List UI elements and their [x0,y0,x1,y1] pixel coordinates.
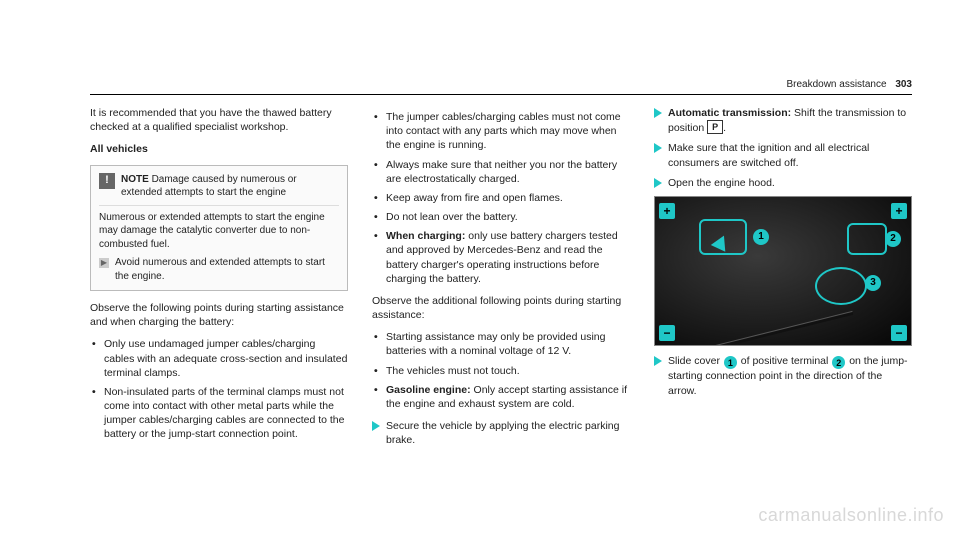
col1-bullets: Only use undamaged jumper cables/chargin… [90,337,348,441]
list-item: Gasoline engine: Only accept starting as… [372,383,630,411]
all-vehicles-heading: All vehicles [90,142,348,156]
inline-badge-1: 1 [724,356,737,369]
action-auto-transmission: Automatic transmission: Shift the transm… [654,106,912,135]
list-item: Keep away from fire and open flames. [372,191,630,205]
plus-icon: + [659,203,675,219]
intro-text: It is recommended that you have the thaw… [90,106,348,134]
action-open-hood: Open the engine hood. [654,176,912,190]
header-rule [90,94,912,95]
auto-trans-text-b: . [723,122,726,134]
header-section: Breakdown assistance [786,79,886,90]
engine-illustration: + + − − 1 2 3 [654,196,912,346]
caption-a: Slide cover [668,355,720,367]
note-icon: ! [99,173,115,189]
note-title-row: ! NOTE Damage caused by numerous or exte… [99,173,339,206]
note-box: ! NOTE Damage caused by numerous or exte… [90,165,348,292]
callout-badge-3: 3 [865,275,881,291]
action-ignition-off: Make sure that the ignition and all elec… [654,141,912,169]
gas-engine-label: Gasoline engine: [386,384,471,396]
header-page-number: 303 [895,79,912,90]
connector-outline [815,267,867,305]
page-header: Breakdown assistance 303 [786,78,912,92]
list-item: Do not lean over the battery. [372,210,630,224]
inline-badge-2: 2 [832,356,845,369]
list-item: Always make sure that neither you nor th… [372,158,630,186]
note-body: Numerous or extended attempts to start t… [99,211,339,252]
p-symbol: P [707,120,723,134]
watermark: carmanualsonline.info [758,503,944,527]
note-label: NOTE [121,174,149,185]
list-item: The vehicles must not touch. [372,364,630,378]
note-bullet-text: Avoid numerous and extended attempts to … [115,256,339,283]
caption-b: of positive terminal [741,355,829,367]
observe-intro: Observe the following points during star… [90,301,348,329]
plus-icon: + [891,203,907,219]
when-charging-label: When charging: [386,230,465,242]
column-3: Automatic transmission: Shift the transm… [654,106,912,453]
list-item: Starting assistance may only be provided… [372,330,630,358]
col2-bullets-1: The jumper cables/charging cables must n… [372,110,630,286]
note-bullet-icon: ▶ [99,258,109,268]
list-item: The jumper cables/charging cables must n… [372,110,630,153]
action-text: Make sure that the ignition and all elec… [668,142,869,168]
note-title-text: NOTE Damage caused by numerous or extend… [121,173,339,200]
column-2: The jumper cables/charging cables must n… [372,106,630,453]
note-bullet-row: ▶ Avoid numerous and extended attempts t… [99,256,339,283]
connector-outline [847,223,887,255]
list-item: Non-insulated parts of the terminal clam… [90,385,348,442]
minus-icon: − [891,325,907,341]
content-columns: It is recommended that you have the thaw… [90,106,912,453]
list-item: When charging: only use battery chargers… [372,229,630,286]
action-slide-cover: Slide cover 1 of positive terminal 2 on … [654,354,912,398]
observe-2: Observe the additional following points … [372,294,630,322]
callout-badge-2: 2 [885,231,901,247]
action-text: Secure the vehicle by applying the elect… [386,420,619,446]
callout-badge-1: 1 [753,229,769,245]
col2-bullets-2: Starting assistance may only be provided… [372,330,630,411]
auto-trans-label: Automatic transmission: [668,107,791,119]
list-item: Only use undamaged jumper cables/chargin… [90,337,348,380]
column-1: It is recommended that you have the thaw… [90,106,348,453]
minus-icon: − [659,325,675,341]
action-secure-vehicle: Secure the vehicle by applying the elect… [372,419,630,447]
engine-bg [655,197,911,345]
action-text: Open the engine hood. [668,177,775,189]
